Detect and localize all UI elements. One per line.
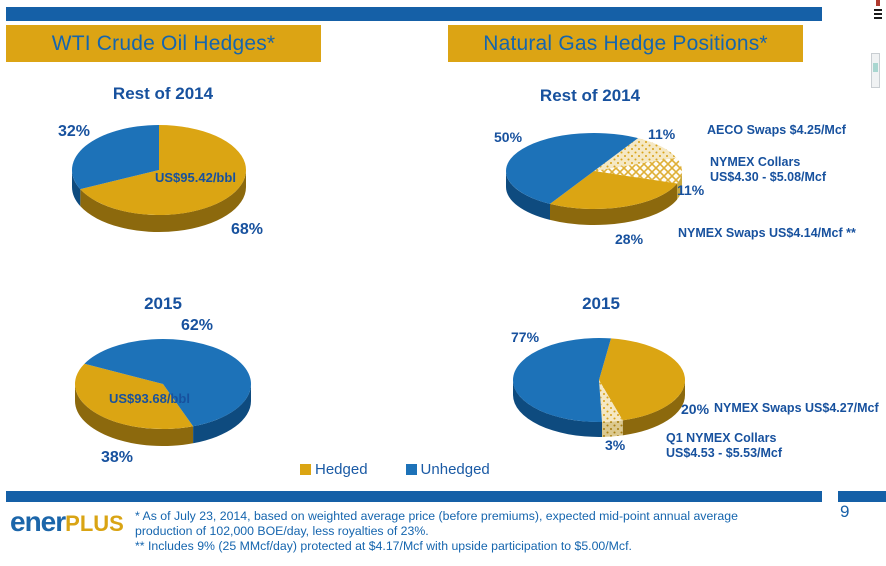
pie-label: 20% bbox=[681, 401, 710, 417]
footnotes: * As of July 23, 2014, based on weighted… bbox=[135, 509, 830, 554]
pie-label: US$4.30 - $5.08/Mcf bbox=[710, 170, 827, 184]
pie-slice-side-nymex-collars bbox=[677, 171, 682, 200]
logo-ener-text: ener bbox=[10, 506, 66, 537]
pie-slice-q1-nymex-collars bbox=[599, 380, 623, 422]
footnote-line-1: * As of July 23, 2014, based on weighted… bbox=[135, 509, 738, 523]
section-header-oil-title: WTI Crude Oil Hedges* bbox=[51, 31, 276, 55]
pie-slice-unhedged bbox=[513, 338, 611, 422]
pie-slice-hedged bbox=[80, 125, 246, 215]
pie-label: 32% bbox=[58, 123, 91, 140]
scrollbar-fragment[interactable] bbox=[871, 53, 880, 88]
pie-slice-side-unhedged bbox=[193, 384, 251, 444]
pie-label: 28% bbox=[615, 231, 644, 247]
pie-label: NYMEX Collars bbox=[710, 155, 801, 169]
pie-wti-2015 bbox=[74, 339, 251, 446]
pie-label: 11% bbox=[677, 182, 705, 198]
pie-slice-side-unhedged bbox=[72, 170, 81, 207]
pie-slice-nymex-swaps bbox=[550, 171, 678, 209]
pie-slice-unhedged bbox=[71, 125, 159, 190]
scrollbar-thumb[interactable] bbox=[873, 63, 878, 72]
legend-item-hedged: Hedged bbox=[300, 461, 368, 478]
pie-slice-side-nymex-swaps bbox=[622, 380, 685, 436]
chart-title-wti-2015: 2015 bbox=[144, 294, 182, 313]
pie-slice-nymex-swaps bbox=[599, 338, 685, 421]
pie-slice-side-unhedged bbox=[513, 380, 603, 438]
pie-slice-side-hedged bbox=[80, 170, 246, 232]
chart-title-gas-2015: 2015 bbox=[582, 294, 620, 313]
section-header-gas-title: Natural Gas Hedge Positions* bbox=[483, 31, 768, 55]
enerplus-logo: ener PLUS bbox=[10, 506, 124, 538]
pie-slice-side-unhedged bbox=[506, 171, 550, 220]
pie-slice-hedged bbox=[74, 363, 194, 429]
pie-label: 38% bbox=[101, 449, 134, 466]
pie-slice-side-hedged bbox=[75, 384, 194, 446]
chart-title-gas-rest-2014: Rest of 2014 bbox=[539, 86, 641, 105]
pie-label: US$4.53 - $5.53/Mcf bbox=[666, 446, 783, 460]
legend-item-unhedged: Unhedged bbox=[405, 461, 490, 478]
pie-label: 3% bbox=[605, 437, 626, 453]
pie-label: 50% bbox=[494, 129, 523, 145]
pie-label: 11% bbox=[648, 126, 676, 142]
pie-slice-side-nymex-swaps bbox=[550, 183, 678, 225]
pie-label: US$95.42/bbl bbox=[155, 170, 236, 185]
viewer-artifact-dashes bbox=[874, 9, 882, 19]
page-number: 9 bbox=[840, 502, 850, 521]
legend-hedged-label: Hedged bbox=[315, 461, 368, 478]
pie-label: 68% bbox=[231, 221, 264, 238]
footnote-line-2: production of 102,000 BOE/day, less roya… bbox=[135, 524, 429, 538]
pie-wti-rest-2014 bbox=[71, 125, 246, 232]
viewer-artifact-red bbox=[876, 0, 880, 6]
pie-label: NYMEX Swaps US$4.27/Mcf bbox=[714, 401, 879, 415]
hedged-swatch-icon bbox=[300, 464, 311, 475]
pie-label: 77% bbox=[511, 329, 540, 345]
pie-slice-unhedged bbox=[506, 133, 638, 204]
bottom-accent-bar bbox=[6, 491, 822, 502]
pie-gas-rest-2014 bbox=[506, 133, 682, 225]
pie-gas-2015 bbox=[513, 338, 685, 438]
top-accent-bar bbox=[6, 7, 822, 21]
pie-label: Q1 NYMEX Collars bbox=[666, 431, 777, 445]
legend-unhedged-label: Unhedged bbox=[420, 461, 490, 478]
chart-title-wti-rest-2014: Rest of 2014 bbox=[112, 84, 214, 103]
logo-plus-text: PLUS bbox=[65, 511, 124, 536]
pie-slice-unhedged bbox=[84, 339, 251, 427]
pie-label: NYMEX Swaps US$4.14/Mcf ** bbox=[678, 226, 856, 240]
bottom-accent-bar-stub bbox=[838, 491, 886, 502]
chart-legend: Hedged Unhedged bbox=[300, 461, 490, 478]
section-header-oil: WTI Crude Oil Hedges* bbox=[6, 25, 321, 62]
pie-slice-nymex-collars bbox=[594, 157, 682, 184]
section-header-gas: Natural Gas Hedge Positions* bbox=[448, 25, 803, 62]
pie-label: 62% bbox=[181, 317, 214, 334]
pie-label: US$93.68/bbl bbox=[109, 391, 190, 406]
unhedged-swatch-icon bbox=[405, 464, 417, 475]
footnote-line-3: ** Includes 9% (25 MMcf/day) protected a… bbox=[135, 539, 632, 553]
pie-slice-aeco-swaps bbox=[594, 138, 677, 171]
pie-slice-side-q1-nymex-collars bbox=[602, 420, 623, 437]
pie-label: AECO Swaps $4.25/Mcf bbox=[707, 123, 846, 137]
